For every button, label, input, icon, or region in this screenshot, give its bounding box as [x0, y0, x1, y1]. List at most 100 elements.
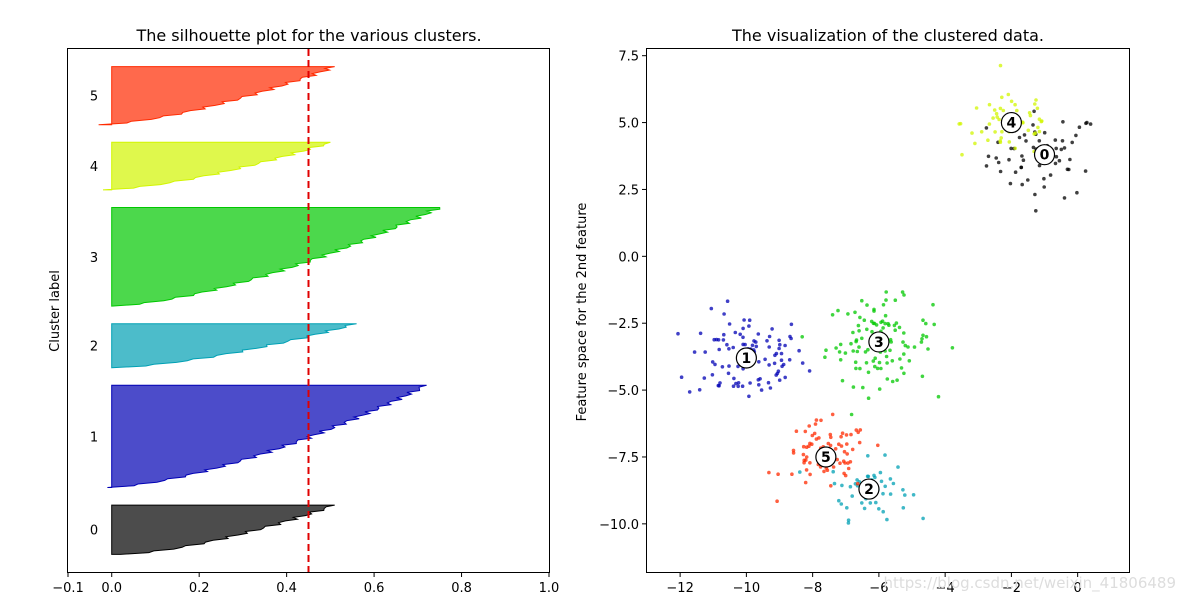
scatter-point-cluster-2: [855, 478, 859, 482]
silhouette-x-tick-label: 0.2: [189, 581, 210, 596]
scatter-x-tick-label: −10: [733, 581, 760, 596]
scatter-point-cluster-3: [865, 327, 869, 332]
scatter-point-cluster-4: [994, 111, 999, 116]
cluster-center-marker: [815, 446, 837, 468]
scatter-point-cluster-3: [857, 329, 861, 333]
cluster-center-label: 0: [1040, 148, 1050, 164]
scatter-point-cluster-0: [1042, 185, 1046, 189]
scatter-point-cluster-0: [1068, 157, 1072, 162]
scatter-point-cluster-5: [846, 466, 851, 471]
scatter-point-cluster-5: [840, 431, 845, 436]
scatter-point-cluster-0: [1042, 130, 1047, 135]
scatter-point-cluster-0: [1037, 139, 1042, 143]
scatter-point-cluster-1: [702, 376, 707, 380]
scatter-point-cluster-0: [1065, 167, 1070, 172]
scatter-point-cluster-4: [998, 106, 1003, 111]
scatter-point-cluster-3: [857, 345, 861, 349]
scatter-point-cluster-3: [931, 302, 935, 307]
scatter-point-cluster-1: [747, 318, 752, 323]
scatter-point-cluster-1: [777, 378, 782, 383]
scatter-point-cluster-3: [855, 349, 860, 354]
scatter-point-cluster-2: [846, 521, 851, 525]
scatter-point-cluster-3: [889, 340, 893, 344]
silhouette-x-tick-label: 0.4: [276, 581, 297, 596]
scatter-point-cluster-4: [1009, 99, 1014, 104]
scatter-point-cluster-1: [727, 322, 732, 326]
scatter-point-cluster-0: [986, 154, 991, 159]
scatter-point-cluster-5: [842, 449, 847, 454]
silhouette-x-tick-label: −0.1: [52, 581, 84, 596]
scatter-point-cluster-1: [722, 312, 726, 316]
scatter-point-cluster-3: [866, 347, 870, 352]
scatter-point-cluster-0: [1085, 120, 1089, 125]
scatter-point-cluster-3: [877, 387, 882, 391]
scatter-point-cluster-5: [849, 432, 853, 437]
scatter-point-cluster-4: [1000, 129, 1004, 134]
scatter-point-cluster-3: [932, 322, 936, 327]
scatter-point-cluster-5: [839, 444, 844, 448]
scatter-point-cluster-1: [687, 390, 692, 394]
scatter-point-cluster-4: [1037, 117, 1042, 121]
scatter-point-cluster-3: [921, 333, 925, 338]
scatter-point-cluster-3: [895, 378, 899, 383]
scatter-x-ticks: −12 −10 −8 −6 −4 −2 0: [666, 572, 1082, 596]
scatter-point-cluster-0: [1042, 176, 1046, 181]
scatter-point-cluster-1: [767, 345, 771, 349]
scatter-point-cluster-5: [845, 452, 849, 456]
scatter-point-cluster-3: [851, 385, 856, 389]
scatter-point-cluster-3: [926, 347, 930, 351]
scatter-point-cluster-2: [845, 506, 849, 510]
silhouette-x-tick-label: 1.0: [539, 581, 560, 596]
scatter-point-cluster-5: [850, 447, 855, 452]
scatter-point-cluster-4: [960, 152, 964, 157]
cluster-center-label: 5: [821, 450, 831, 466]
scatter-point-cluster-1: [727, 364, 731, 368]
scatter-point-cluster-1: [717, 347, 721, 352]
scatter-point-cluster-5: [775, 499, 779, 504]
scatter-point-cluster-0: [1017, 135, 1022, 140]
scatter-point-cluster-2: [911, 493, 916, 497]
cluster-center-marker: [1000, 111, 1022, 134]
scatter-point-cluster-5: [819, 418, 823, 423]
scatter-point-cluster-3: [920, 337, 924, 341]
scatter-point-cluster-5: [848, 460, 853, 464]
scatter-point-cluster-5: [855, 481, 860, 486]
scatter-point-cluster-1: [750, 343, 755, 348]
scatter-plot-frame: [646, 48, 1130, 573]
scatter-point-cluster-0: [1024, 139, 1028, 143]
scatter-point-cluster-1: [725, 299, 730, 304]
cluster-center-4: 4: [1000, 111, 1022, 134]
scatter-point-cluster-3: [875, 366, 880, 371]
scatter-point-cluster-2: [848, 484, 853, 489]
scatter-point-cluster-3: [858, 366, 862, 371]
scatter-point-cluster-5: [876, 443, 880, 448]
scatter-point-cluster-2: [868, 501, 873, 505]
scatter-point-cluster-1: [717, 384, 721, 388]
scatter-point-cluster-0: [1077, 125, 1082, 129]
scatter-point-cluster-1: [783, 375, 787, 380]
cluster-center-marker: [868, 331, 890, 353]
cluster-center-marker: [735, 347, 757, 369]
scatter-point-cluster-1: [767, 334, 772, 339]
scatter-point-cluster-4: [970, 131, 974, 135]
scatter-point-cluster-5: [790, 472, 794, 477]
silhouette-bands: [98, 66, 441, 555]
scatter-point-cluster-4: [998, 63, 1003, 68]
scatter-point-cluster-2: [883, 453, 887, 457]
scatter-point-cluster-1: [710, 373, 715, 377]
scatter-point-cluster-2: [896, 465, 900, 469]
scatter-point-cluster-3: [881, 326, 885, 330]
scatter-point-cluster-5: [801, 452, 806, 457]
scatter-point-cluster-3: [836, 308, 840, 313]
scatter-point-cluster-5: [813, 422, 818, 426]
scatter-point-cluster-3: [843, 351, 848, 355]
scatter-point-cluster-0: [1053, 138, 1058, 142]
scatter-point-cluster-0: [1034, 209, 1038, 213]
scatter-point-cluster-3: [902, 293, 906, 297]
scatter-point-cluster-3: [921, 318, 925, 323]
scatter-point-cluster-5: [804, 458, 808, 462]
cluster-center-label: 2: [864, 482, 874, 498]
scatter-point-cluster-2: [874, 500, 878, 505]
scatter-point-cluster-0: [1031, 145, 1036, 150]
